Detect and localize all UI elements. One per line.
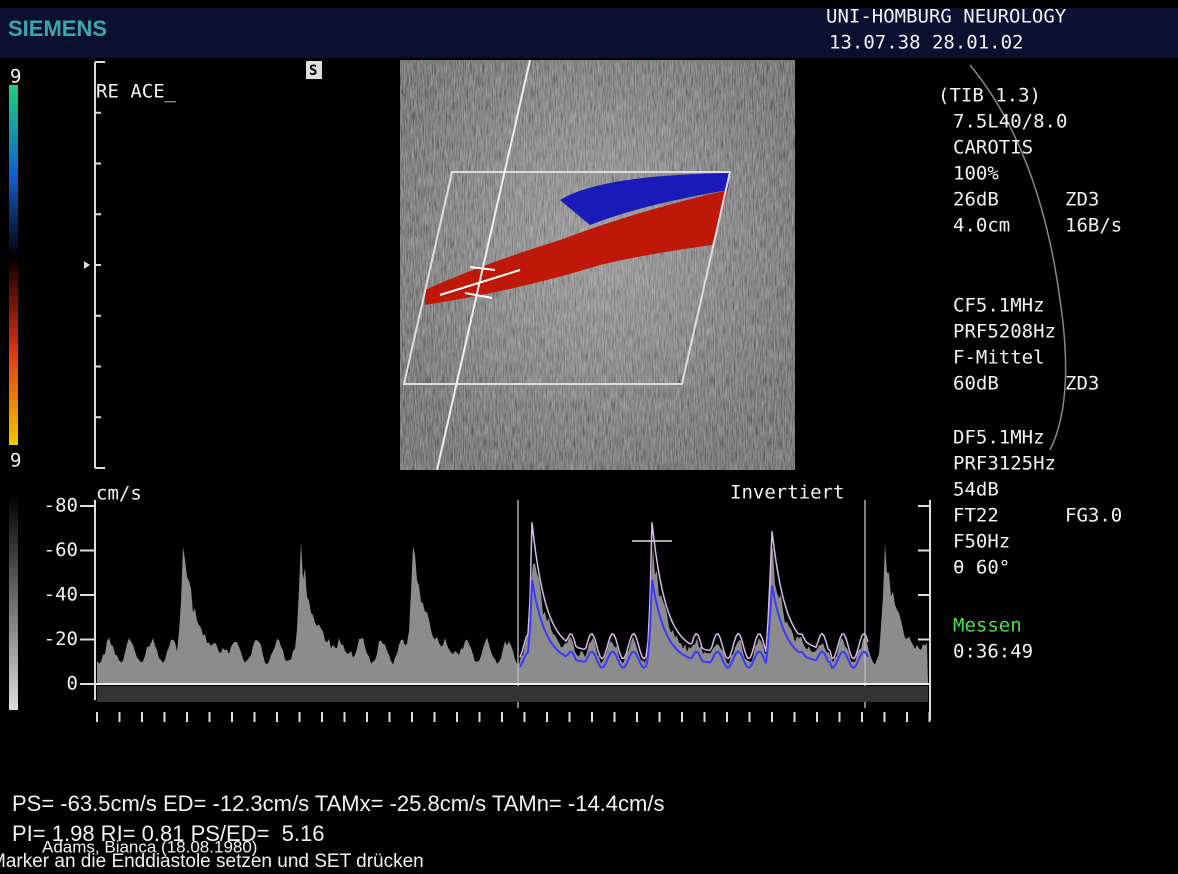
setting: 26dB <box>953 189 999 211</box>
y-tick-label: -20 <box>44 628 78 650</box>
setting: CF5.1MHz <box>953 295 1045 317</box>
time: 0:36:49 <box>953 641 1033 663</box>
setting: 60dB <box>953 373 999 395</box>
gray-bar <box>9 495 18 710</box>
setting: ZD3 <box>1065 373 1099 395</box>
doppler-unit: cm/s <box>96 483 142 505</box>
marker: S <box>309 63 317 79</box>
setting: PRF5208Hz <box>953 321 1056 343</box>
datetime: 13.07.38 28.01.02 <box>829 32 1023 54</box>
scale-bottom: 9 <box>10 450 21 472</box>
measurements-1: PS= -63.5cm/s ED= -12.3cm/s TAMx= -25.8c… <box>12 791 664 816</box>
setting: F50Hz <box>953 531 1010 553</box>
y-tick-label: -80 <box>44 495 78 517</box>
doppler-mode: Invertiert <box>730 482 844 504</box>
y-tick-label: -60 <box>44 539 78 561</box>
mode: Messen <box>953 615 1022 637</box>
setting: 4.0cm <box>953 215 1010 237</box>
color-bar <box>9 85 18 445</box>
image-label: RE ACE_ <box>96 81 177 103</box>
setting: CAROTIS <box>953 137 1033 159</box>
setting: 16B/s <box>1065 215 1122 237</box>
setting: (TIB 1.3) <box>938 85 1041 107</box>
ultrasound-image <box>400 60 795 470</box>
setting: 100% <box>953 163 999 185</box>
page: {"header":{"brand":"SIEMENS","institutio… <box>0 0 1178 874</box>
setting: θ 60° <box>953 557 1010 579</box>
status-message: Marker an die Enddiastole setzen und SET… <box>0 851 424 872</box>
setting: F-Mittel <box>953 347 1045 369</box>
institution: UNI-HOMBURG NEUROLOGY <box>826 6 1067 28</box>
setting: 54dB <box>953 479 999 501</box>
setting: ZD3 <box>1065 189 1099 211</box>
setting: FT22 <box>953 505 999 527</box>
baseline-noise <box>97 686 928 702</box>
brand: SIEMENS <box>8 16 107 41</box>
y-tick-label: 0 <box>67 673 78 695</box>
setting: DF5.1MHz <box>953 427 1045 449</box>
screen: SIEMENS UNI-HOMBURG NEUROLOGY 13.07.38 2… <box>0 0 1178 874</box>
setting: FG3.0 <box>1065 505 1122 527</box>
setting: 7.5L40/8.0 <box>953 111 1067 133</box>
y-tick-label: -40 <box>44 584 78 606</box>
scale-top: 9 <box>10 66 21 88</box>
setting: PRF3125Hz <box>953 453 1056 475</box>
